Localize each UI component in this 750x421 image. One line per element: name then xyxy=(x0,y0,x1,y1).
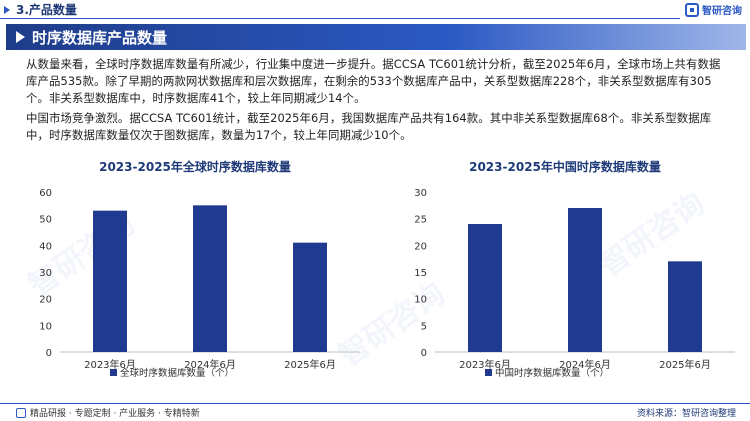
y-tick-label: 10 xyxy=(39,321,52,332)
brand-logo-icon xyxy=(685,2,699,17)
title-banner: 时序数据库产品数量 xyxy=(6,24,746,50)
footer-left: 精品研报 · 专题定制 · 产业服务 · 专精特新 xyxy=(16,406,200,419)
section-marker-icon xyxy=(4,6,10,14)
footer-divider xyxy=(0,403,750,404)
y-tick-label: 10 xyxy=(414,295,427,306)
y-tick-label: 60 xyxy=(39,188,52,199)
top-header: 3.产品数量 智研咨询 xyxy=(0,0,750,20)
brand: 智研咨询 xyxy=(685,2,742,17)
banner-arrow-icon xyxy=(16,31,25,43)
chart-title-global: 2023-2025年全球时序数据库数量 xyxy=(99,160,291,174)
x-tick-label: 2024年6月 xyxy=(559,358,611,371)
x-tick-label: 2023年6月 xyxy=(84,358,136,371)
y-tick-label: 0 xyxy=(421,348,427,359)
paragraph-global: 从数量来看，全球时序数据库数量有所减少，行业集中度进一步提升。据CCSA TC6… xyxy=(26,57,721,105)
legend-label: 全球时序数据库数量（个） xyxy=(120,367,234,379)
section-title: 3.产品数量 xyxy=(16,3,77,17)
y-tick-label: 5 xyxy=(421,321,427,332)
x-tick-label: 2024年6月 xyxy=(184,358,236,371)
x-tick-label: 2023年6月 xyxy=(459,358,511,371)
y-tick-label: 0 xyxy=(46,348,52,359)
footer-source: 资料来源：智研咨询整理 xyxy=(636,409,736,419)
y-tick-label: 50 xyxy=(39,215,52,226)
y-tick-label: 30 xyxy=(39,268,52,279)
bar xyxy=(193,205,227,352)
chart-china: 0 5 10 15 20 25 30 2023年6月 2024年6月 2025年6月中国时序数据库… xyxy=(414,188,735,379)
bar xyxy=(293,242,327,352)
footer-services: 精品研报 · 专题定制 · 产业服务 · 专精特新 xyxy=(30,409,200,419)
y-tick-label: 20 xyxy=(39,295,52,306)
y-tick-label: 15 xyxy=(414,268,427,279)
y-tick-label: 25 xyxy=(414,215,427,226)
x-tick-label: 2025年6月 xyxy=(284,358,336,371)
y-tick-label: 30 xyxy=(414,188,427,199)
banner-background xyxy=(6,24,746,50)
bar xyxy=(668,261,702,352)
chart-global: 0 10 20 30 40 50 60 2023年6月 2024年6月 2025年6月全球时序数据… xyxy=(39,188,360,379)
bar xyxy=(93,210,127,352)
legend-swatch xyxy=(485,369,492,376)
chart-title-china: 2023-2025年中国时序数据库数量 xyxy=(469,160,661,174)
y-tick-label: 40 xyxy=(39,241,52,252)
bar xyxy=(468,224,502,352)
footer-logo-icon xyxy=(16,407,26,418)
x-tick-label: 2025年6月 xyxy=(659,358,711,371)
paragraph-china: 中国市场竞争激烈。据CCSA TC601统计，截至2025年6月，我国数据库产品… xyxy=(26,111,712,142)
bar xyxy=(568,208,602,352)
banner-title: 时序数据库产品数量 xyxy=(32,29,168,47)
header-divider xyxy=(0,18,680,19)
y-tick-label: 20 xyxy=(414,241,427,252)
legend-label: 中国时序数据库数量（个） xyxy=(495,367,609,379)
legend-swatch xyxy=(110,369,117,376)
brand-name: 智研咨询 xyxy=(702,6,742,17)
